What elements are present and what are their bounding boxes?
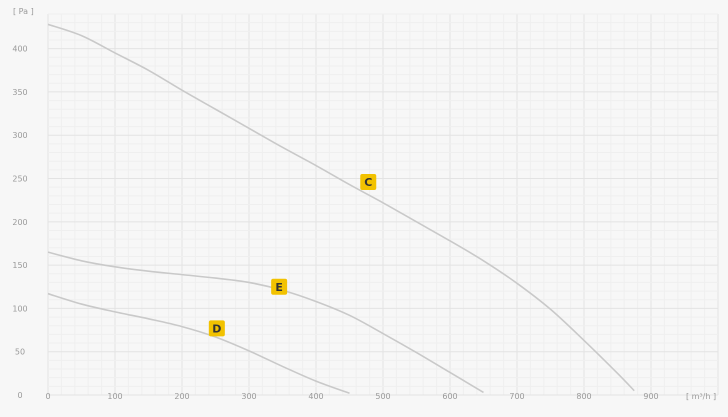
- x-tick-label: 800: [576, 392, 591, 401]
- y-tick-label: 100: [12, 304, 27, 313]
- series-lines: [47, 23, 635, 395]
- y-tick-label: 300: [12, 131, 27, 140]
- x-tick-label: 0: [45, 392, 50, 401]
- series-label-box-d: [208, 320, 225, 337]
- y-tick-label: 150: [12, 261, 27, 270]
- x-tick-label: 100: [107, 392, 122, 401]
- series-label-box-e: [271, 278, 288, 295]
- x-tick-label: 200: [174, 392, 189, 401]
- series-label-e: E: [275, 281, 283, 294]
- series-line-d: [47, 292, 350, 395]
- x-tick-label: 600: [442, 392, 457, 401]
- x-tick-label: 900: [643, 392, 658, 401]
- y-axis-unit-label: [ Pa ]: [13, 7, 34, 16]
- series-line-e: [47, 251, 484, 394]
- series-label-box-c: [360, 173, 377, 190]
- series-labels: C E D: [208, 173, 377, 337]
- x-tick-label: 300: [241, 392, 256, 401]
- series-label-d: D: [212, 322, 221, 335]
- y-tick-label: 50: [15, 348, 25, 357]
- axes: [ Pa ] [ m³/h ] 0 100 200 300 400 500 600 700 80…: [12, 7, 716, 401]
- y-tick-label: 0: [17, 391, 22, 400]
- series-label-c: C: [364, 176, 372, 189]
- x-tick-label: 500: [375, 392, 390, 401]
- y-tick-label: 350: [12, 88, 27, 97]
- y-tick-label: 200: [12, 218, 27, 227]
- x-tick-label: 400: [308, 392, 323, 401]
- y-tick-label: 250: [12, 175, 27, 184]
- x-tick-label: 700: [509, 392, 524, 401]
- series-line-c: [47, 23, 635, 392]
- grid: [47, 13, 719, 396]
- x-axis-unit-label: [ m³/h ]: [686, 392, 716, 401]
- y-tick-label: 400: [12, 45, 27, 54]
